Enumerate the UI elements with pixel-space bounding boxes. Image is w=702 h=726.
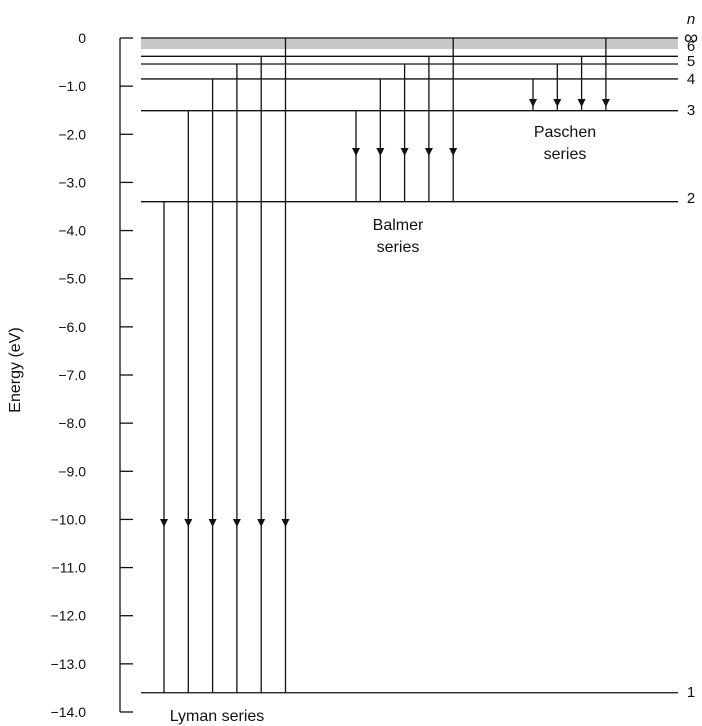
series-label: Lyman series: [170, 708, 265, 725]
axis-tick-label: −2.0: [58, 126, 86, 142]
level-label: 1: [687, 684, 695, 701]
axis-tick-label: −12.0: [51, 608, 87, 624]
series-label: series: [544, 146, 587, 163]
axis-tick-label: −5.0: [58, 271, 86, 287]
level-label: 3: [687, 102, 695, 119]
axis-tick-label: −10.0: [51, 511, 87, 527]
level-label: ∞: [684, 27, 698, 49]
axis-tick-label: 0: [78, 30, 86, 46]
axis-tick-label: −9.0: [58, 463, 86, 479]
n-symbol: n: [687, 11, 695, 28]
series-label: Balmer: [373, 217, 424, 234]
axis-tick-label: −4.0: [58, 223, 86, 239]
axis-tick-label: −3.0: [58, 174, 86, 190]
level-label: 2: [687, 190, 695, 207]
axis-tick-label: −13.0: [51, 656, 87, 672]
axis-tick-label: −7.0: [58, 367, 86, 383]
series-label: series: [377, 239, 420, 256]
series-labels: Lyman series Balmer series Paschen series: [170, 124, 596, 725]
energy-levels: ∞654 3 2 1: [141, 27, 698, 701]
axis-tick-label: −14.0: [51, 704, 87, 720]
axis-tick-label: −1.0: [58, 78, 86, 94]
axis-tick-label: −8.0: [58, 415, 86, 431]
level-label: 6: [687, 38, 695, 55]
series-label: Paschen: [534, 124, 596, 141]
axis-title: Energy (eV): [7, 327, 24, 412]
axis-tick-label: −6.0: [58, 319, 86, 335]
level-label: 4: [687, 71, 695, 88]
axis-tick-label: −11.0: [52, 560, 87, 576]
energy-axis: 0 −1.0 −2.0 −3.0 −4.0 −5.0 −6.0 −7.0 −8.0 −9.0 −10…: [51, 30, 133, 720]
continuum-band: [141, 38, 678, 49]
transitions: [160, 38, 610, 693]
level-label: 5: [687, 53, 695, 70]
